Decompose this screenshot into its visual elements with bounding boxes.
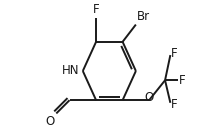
Text: Br: Br <box>137 10 150 23</box>
Text: F: F <box>171 98 178 111</box>
Text: F: F <box>171 47 178 60</box>
Text: F: F <box>93 3 99 16</box>
Text: HN: HN <box>62 64 80 77</box>
Text: F: F <box>179 74 186 87</box>
Text: O: O <box>144 91 154 104</box>
Text: O: O <box>46 115 55 128</box>
